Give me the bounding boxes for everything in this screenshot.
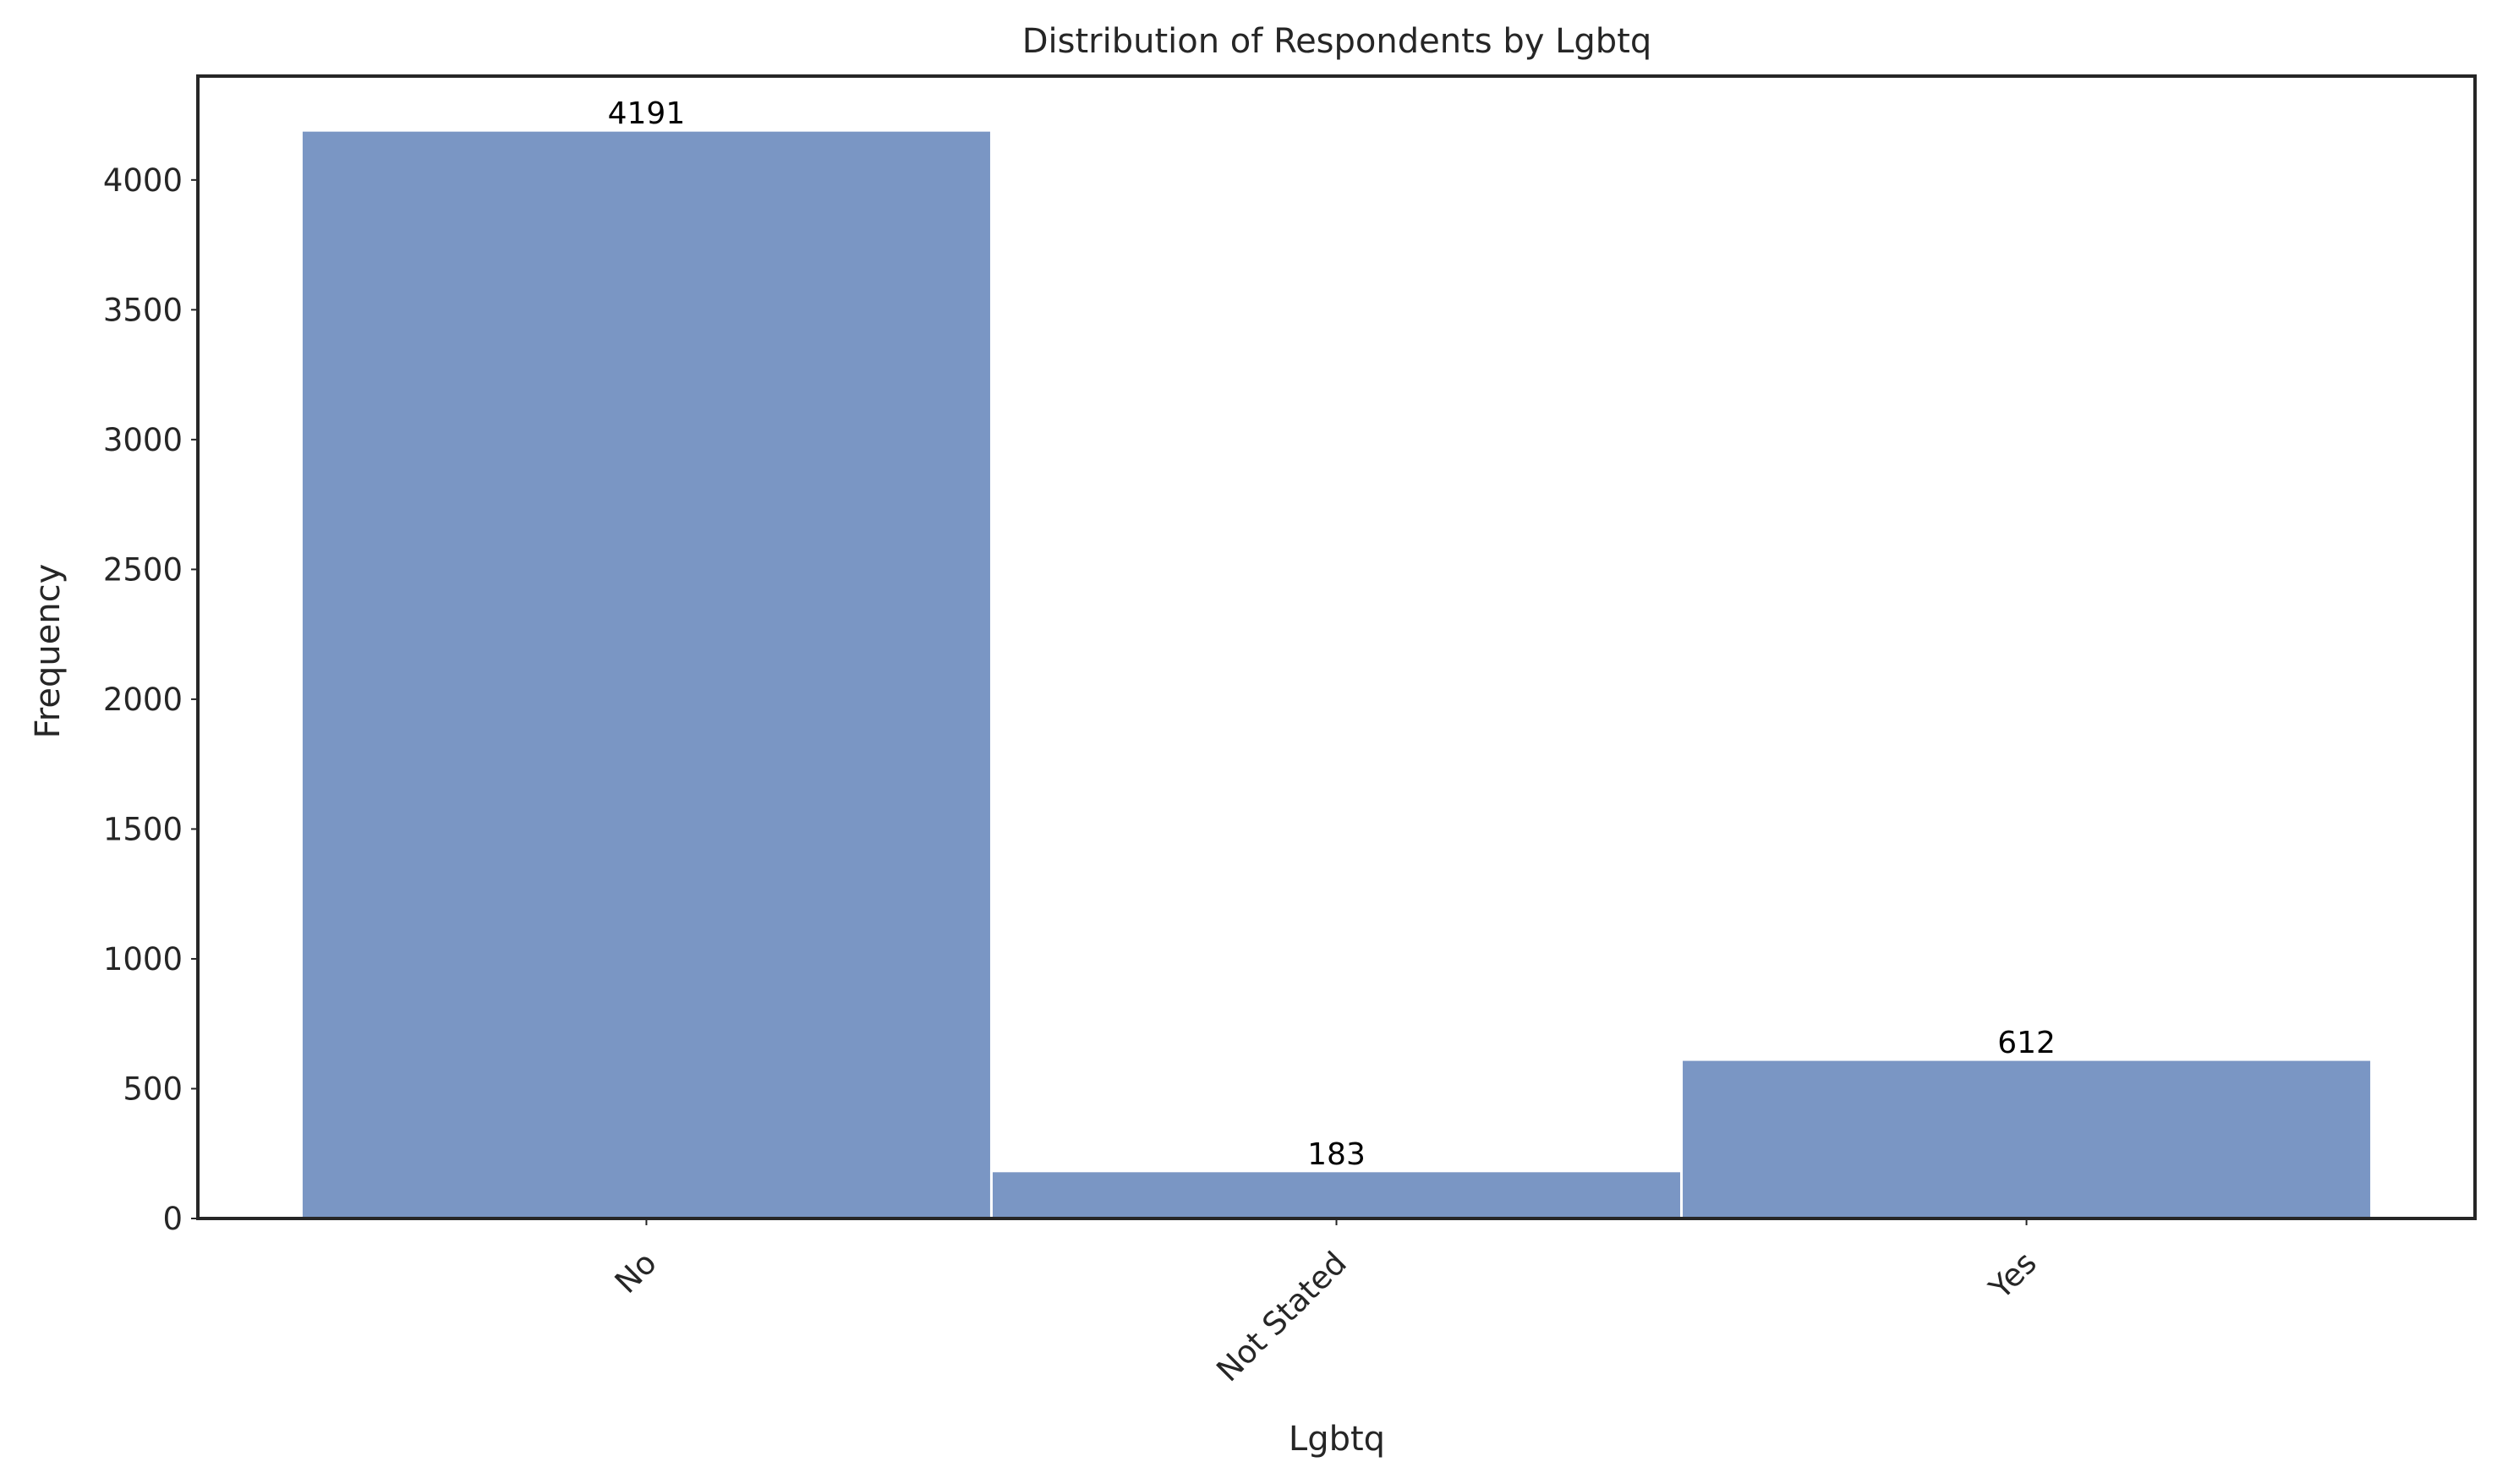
data-label: 612 [1997,1026,2056,1060]
y-tick-label: 3000 [103,422,183,458]
y-tick-label: 1500 [103,811,183,847]
bar-no [299,129,993,1220]
y-tick-label: 0 [162,1201,183,1237]
y-tick-label: 2500 [103,551,183,588]
y-axis-label: Frequency [29,564,68,739]
bar-not-stated [989,1169,1684,1220]
chart-title: Distribution of Respondents by Lgbtq [1022,22,1652,61]
y-tick-label: 500 [123,1071,183,1107]
x-axis-label: Lgbtq [1289,1420,1385,1459]
y-tick-label: 3500 [103,292,183,328]
axes-frame [196,74,2477,1220]
y-tick-label: 2000 [103,682,183,718]
y-tick-label: 1000 [103,941,183,977]
data-label: 4191 [608,96,686,131]
data-label: 183 [1307,1137,1366,1172]
y-tick-label: 4000 [103,162,183,199]
bar-yes [1680,1058,2374,1220]
